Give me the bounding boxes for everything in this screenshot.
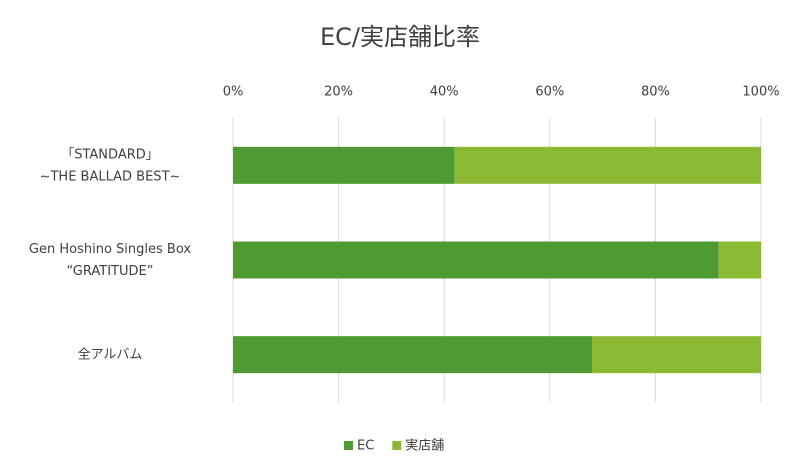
bar-segment [718, 241, 761, 279]
legend-label: EC [357, 439, 374, 454]
y-tick-label: 「STANDARD」~THE BALLAD BEST~ [40, 147, 181, 184]
x-tick-label: 20% [324, 85, 353, 100]
x-tick-label: 60% [535, 85, 564, 100]
bar-segment [233, 241, 719, 279]
bar-segment [233, 146, 455, 184]
bar-segment [592, 336, 761, 374]
legend-swatch [344, 441, 353, 450]
legend-label: 実店舗 [405, 438, 444, 454]
x-tick-label: 100% [742, 85, 779, 100]
x-tick-label: 40% [430, 85, 459, 100]
y-tick-label: Gen Hoshino Singles Box “GRATITUDE” [29, 242, 191, 279]
bar-segment [454, 146, 761, 184]
bar-segment [233, 336, 593, 374]
x-tick-label: 80% [641, 85, 670, 100]
y-tick-label: 全アルバム [78, 346, 143, 362]
x-tick-label: 0% [223, 85, 244, 100]
chart-title: EC/実店舗比率 [320, 23, 480, 51]
legend-swatch [392, 441, 402, 450]
